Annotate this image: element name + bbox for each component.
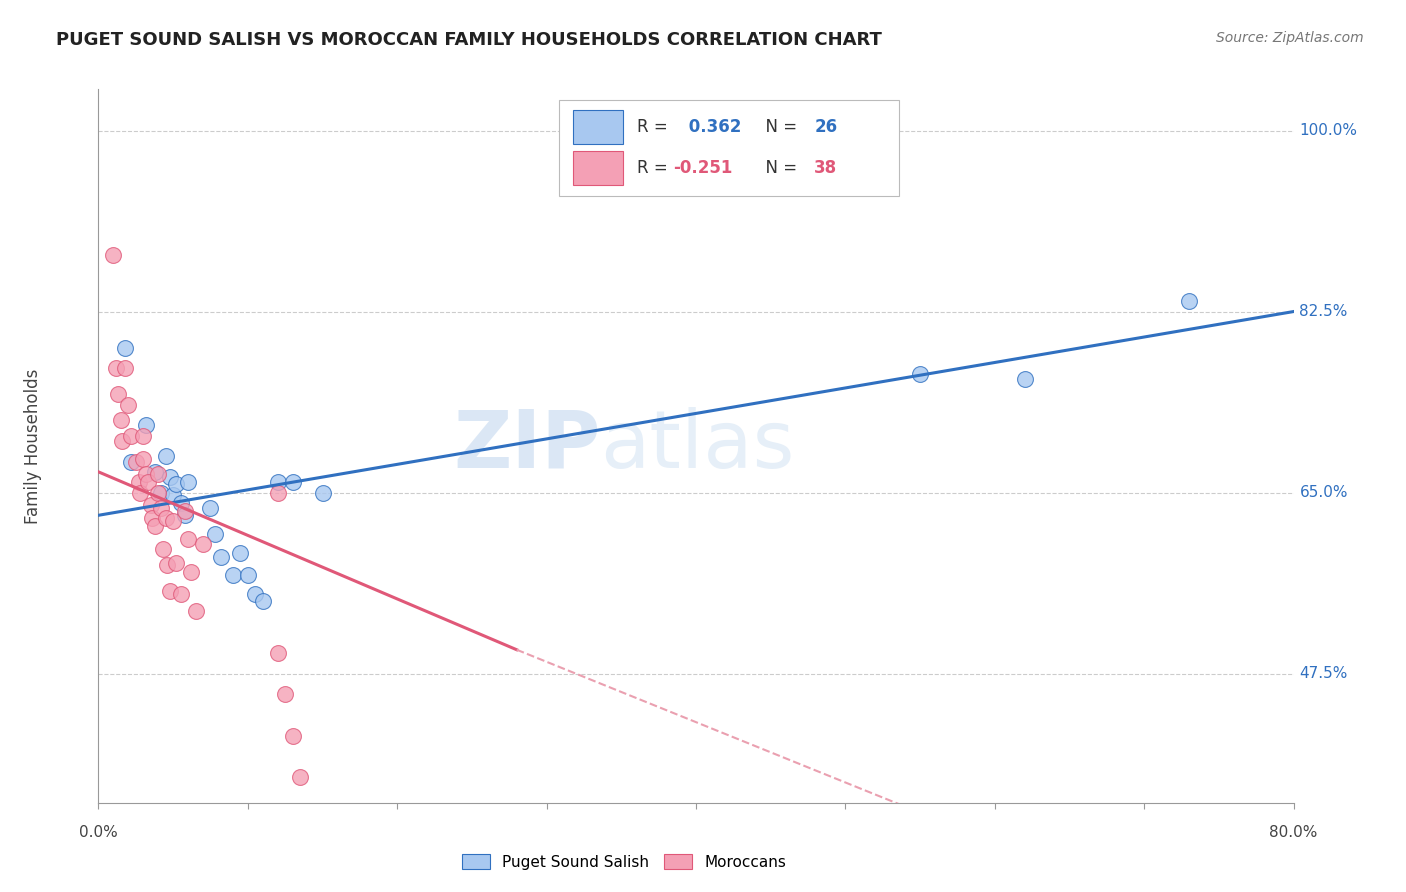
- Point: [114, 341, 136, 355]
- Point: [267, 475, 290, 490]
- Point: [1014, 372, 1036, 386]
- Text: 100.0%: 100.0%: [1299, 123, 1358, 138]
- Point: [1178, 294, 1201, 309]
- Point: [311, 485, 333, 500]
- Point: [177, 475, 200, 490]
- Point: [162, 487, 184, 501]
- Point: [174, 504, 197, 518]
- Point: [155, 450, 177, 464]
- Text: Source: ZipAtlas.com: Source: ZipAtlas.com: [1216, 31, 1364, 45]
- Point: [156, 558, 179, 572]
- FancyBboxPatch shape: [558, 100, 900, 196]
- Point: [125, 454, 148, 468]
- Point: [150, 501, 173, 516]
- Point: [148, 467, 170, 481]
- Point: [229, 545, 252, 559]
- Text: PUGET SOUND SALISH VS MOROCCAN FAMILY HOUSEHOLDS CORRELATION CHART: PUGET SOUND SALISH VS MOROCCAN FAMILY HO…: [56, 31, 882, 49]
- Text: 38: 38: [814, 159, 838, 177]
- Point: [236, 568, 259, 582]
- Point: [200, 501, 222, 516]
- Point: [110, 413, 132, 427]
- FancyBboxPatch shape: [572, 151, 623, 185]
- Point: [107, 387, 129, 401]
- Point: [204, 527, 226, 541]
- Point: [103, 248, 125, 262]
- Point: [169, 587, 191, 601]
- Point: [184, 605, 207, 619]
- Point: [165, 556, 187, 570]
- Point: [120, 454, 142, 468]
- Text: 26: 26: [814, 118, 838, 136]
- Point: [162, 515, 184, 529]
- Point: [159, 583, 181, 598]
- Point: [117, 398, 139, 412]
- Point: [288, 770, 311, 784]
- Point: [129, 485, 152, 500]
- Point: [114, 361, 136, 376]
- FancyBboxPatch shape: [572, 110, 623, 145]
- Point: [135, 467, 157, 481]
- Point: [143, 518, 166, 533]
- Point: [132, 428, 155, 442]
- Point: [120, 428, 142, 442]
- Text: 80.0%: 80.0%: [1270, 825, 1317, 840]
- Point: [209, 549, 232, 564]
- Text: -0.251: -0.251: [673, 159, 733, 177]
- Point: [281, 475, 304, 490]
- Point: [111, 434, 134, 448]
- Text: Family Households: Family Households: [24, 368, 42, 524]
- Point: [105, 361, 128, 376]
- Text: 47.5%: 47.5%: [1299, 666, 1348, 681]
- Text: N =: N =: [755, 159, 801, 177]
- Point: [169, 496, 191, 510]
- Point: [136, 475, 159, 490]
- Point: [177, 532, 200, 546]
- Point: [245, 587, 267, 601]
- Point: [191, 537, 214, 551]
- Point: [135, 418, 157, 433]
- Point: [132, 452, 155, 467]
- Text: 82.5%: 82.5%: [1299, 304, 1348, 319]
- Text: R =: R =: [637, 118, 673, 136]
- Point: [252, 594, 274, 608]
- Point: [174, 508, 197, 523]
- Point: [267, 485, 290, 500]
- Text: 0.0%: 0.0%: [79, 825, 118, 840]
- Point: [141, 511, 163, 525]
- Point: [148, 485, 170, 500]
- Point: [267, 646, 290, 660]
- Point: [274, 687, 297, 701]
- Text: 65.0%: 65.0%: [1299, 485, 1348, 500]
- Point: [222, 568, 245, 582]
- Point: [159, 470, 181, 484]
- Text: N =: N =: [755, 118, 801, 136]
- Point: [152, 542, 174, 557]
- Point: [180, 565, 202, 579]
- Point: [908, 367, 931, 381]
- Point: [143, 465, 166, 479]
- Point: [155, 511, 177, 525]
- Point: [281, 729, 304, 743]
- Legend: Puget Sound Salish, Moroccans: Puget Sound Salish, Moroccans: [454, 847, 794, 877]
- Text: ZIP: ZIP: [453, 407, 600, 485]
- Point: [165, 477, 187, 491]
- Point: [128, 475, 150, 490]
- Point: [150, 485, 173, 500]
- Text: 0.362: 0.362: [683, 118, 741, 136]
- Text: R =: R =: [637, 159, 673, 177]
- Text: atlas: atlas: [600, 407, 794, 485]
- Point: [139, 498, 162, 512]
